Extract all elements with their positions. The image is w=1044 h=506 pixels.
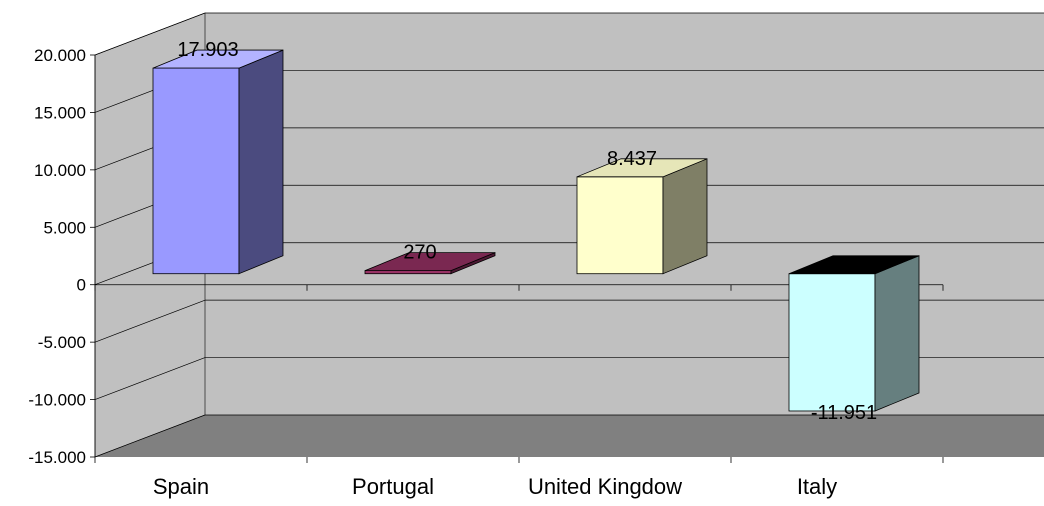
- gridline-side: [94, 299, 206, 343]
- y-tick-label: -5.000: [38, 333, 86, 352]
- y-tick-label: 0: [77, 276, 86, 295]
- tick-labels: 20.000 15.000 10.000 5.000 0 -5.000 -10.000 -15…: [28, 46, 837, 499]
- gridline-side: [94, 414, 206, 458]
- bar-front: [364, 270, 452, 275]
- x-tick-label: Spain: [153, 474, 209, 499]
- bar-top: [152, 49, 284, 69]
- bar-front: [152, 67, 240, 275]
- bar-top: [576, 158, 708, 178]
- data-label: 8.437: [607, 148, 657, 170]
- y-tick-label: 20.000: [34, 46, 86, 65]
- gridline-side: [94, 357, 206, 400]
- gridline-side: [94, 12, 206, 56]
- bar-front: [576, 176, 664, 275]
- bar-top: [364, 252, 496, 272]
- x-tick-label: United Kingdow: [528, 474, 682, 499]
- y-tick-label: 15.000: [34, 103, 86, 122]
- y-tick-label: 5.000: [43, 218, 86, 237]
- bar-side: [874, 255, 920, 412]
- y-tick-label: -10.000: [28, 391, 86, 410]
- data-label: 270: [403, 242, 436, 264]
- bars: [152, 49, 920, 412]
- x-tick-label: Italy: [797, 474, 837, 499]
- bar-front: [788, 273, 876, 412]
- y-tick-label: -15.000: [28, 448, 86, 467]
- data-labels: 17.903 270 8.437 -11.951: [177, 39, 877, 424]
- data-label: -11.951: [811, 402, 877, 424]
- bar-side: [662, 158, 708, 275]
- y-tick-label: 10.000: [34, 161, 86, 180]
- x-tick-label: Portugal: [352, 474, 434, 499]
- bar-top: [788, 255, 920, 275]
- data-label: 17.903: [177, 39, 238, 61]
- bar-side: [238, 49, 284, 275]
- floor: [95, 415, 1044, 457]
